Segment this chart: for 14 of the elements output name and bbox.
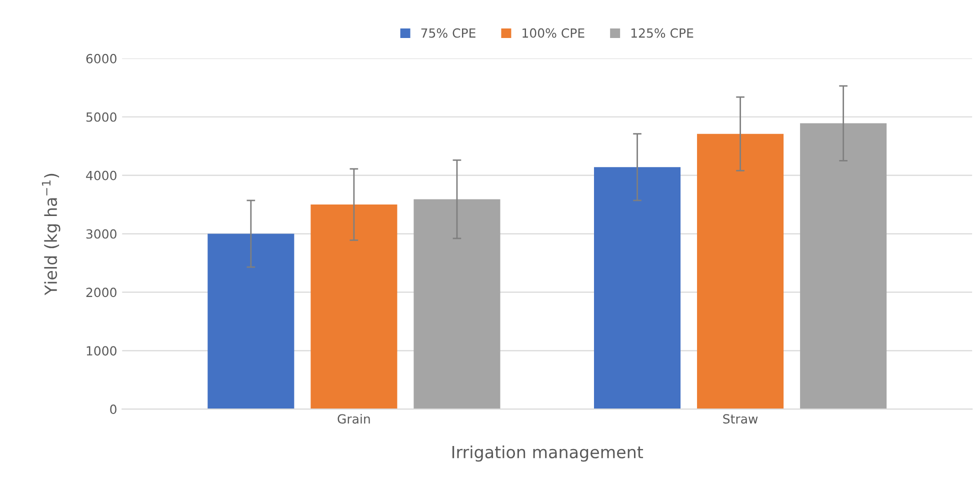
y-tick-label: 1000 — [86, 346, 116, 356]
y-tick-label: 6000 — [86, 54, 116, 64]
legend-label: 100% CPE — [522, 28, 584, 38]
y-axis-title: Yield (kg ha$^{−1}$) — [42, 174, 60, 296]
x-tick-label: Grain — [338, 414, 370, 424]
y-tick-label: 2000 — [86, 288, 116, 298]
legend-label: 125% CPE — [631, 28, 694, 38]
x-tick-label: Straw — [723, 414, 758, 424]
y-tick-label: 0 — [110, 404, 116, 414]
y-tick-label: 5000 — [86, 112, 116, 122]
legend-label: 75% CPE — [421, 28, 476, 38]
x-axis-title: Irrigation management — [452, 445, 644, 462]
y-tick-label: 3000 — [86, 229, 116, 239]
y-tick-label: 4000 — [86, 170, 116, 180]
